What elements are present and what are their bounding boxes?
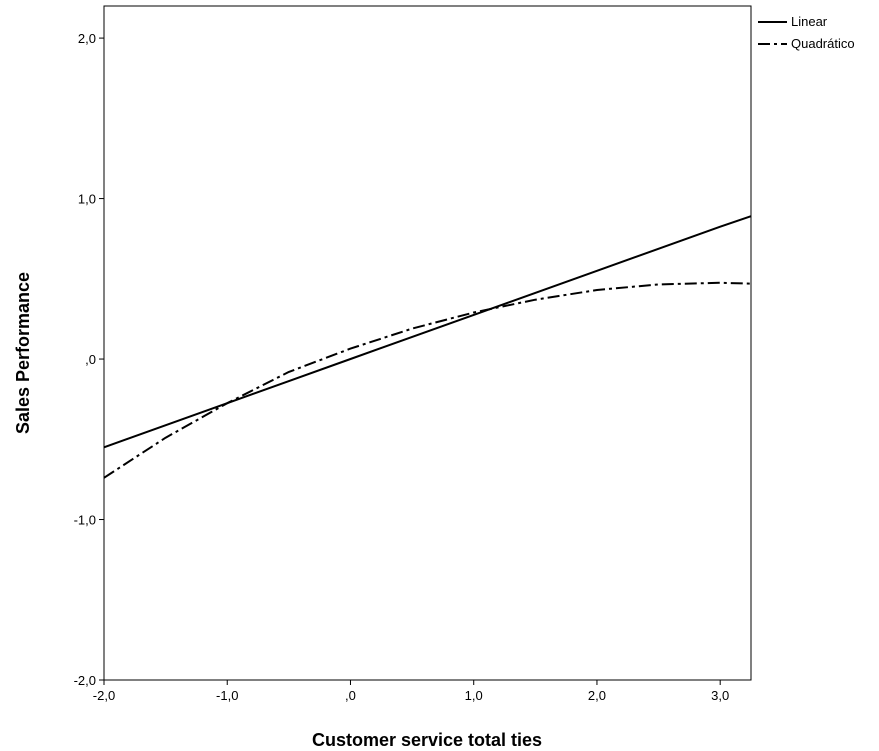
x-tick-label: -2,0 <box>93 688 115 703</box>
legend-label-quadratic: Quadrático <box>791 36 855 51</box>
legend: Linear Quadrático <box>758 14 855 51</box>
x-axis: -2,0 -1,0 ,0 1,0 2,0 3,0 <box>93 680 729 703</box>
y-tick-label: 2,0 <box>78 31 96 46</box>
series-layer <box>103 215 752 479</box>
x-tick-label: 3,0 <box>711 688 729 703</box>
x-tick-label: -1,0 <box>216 688 238 703</box>
y-tick-label: -1,0 <box>74 513 96 528</box>
y-axis-title: Sales Performance <box>13 272 33 434</box>
y-tick-label: ,0 <box>85 352 96 367</box>
x-axis-title: Customer service total ties <box>312 730 542 750</box>
y-tick-label: 1,0 <box>78 192 96 207</box>
x-tick-label: ,0 <box>345 688 356 703</box>
plot-frame <box>103 5 752 681</box>
series-line-quadratic <box>103 281 752 479</box>
x-tick-label: 1,0 <box>465 688 483 703</box>
x-tick-label: 2,0 <box>588 688 606 703</box>
y-axis: -2,0 -1,0 ,0 1,0 2,0 <box>74 31 104 688</box>
legend-label-linear: Linear <box>791 14 828 29</box>
y-tick-label: -2,0 <box>74 673 96 688</box>
